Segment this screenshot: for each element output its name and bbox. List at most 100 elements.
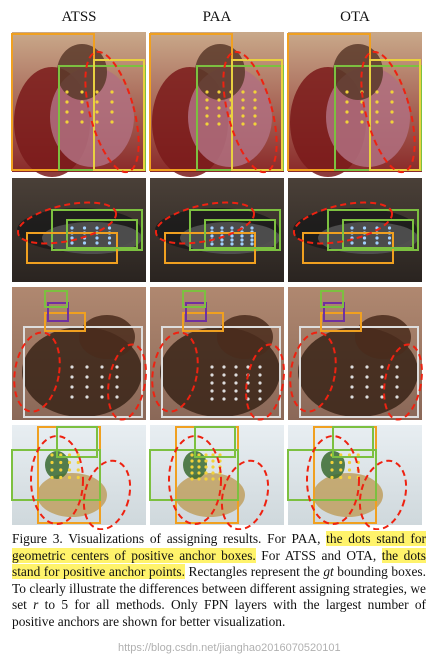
anchor-dot [70, 241, 74, 245]
anchor-dot [222, 397, 226, 401]
watermark: https://blog.csdn.net/jianghao2016070520… [118, 642, 341, 654]
anchor-dot [362, 241, 367, 245]
gt-box [320, 312, 362, 332]
anchor-dot [211, 459, 215, 463]
photo-object [313, 473, 383, 517]
anchor-dot [197, 465, 201, 469]
anchor-dot [210, 397, 214, 401]
anchor-dot [59, 468, 63, 472]
anchor-dot [258, 381, 262, 385]
highlight-ellipse [360, 50, 416, 174]
anchor-dot [76, 475, 80, 480]
anchor-dot [65, 110, 69, 114]
anchor-dot [330, 468, 334, 472]
anchor-dot [217, 122, 221, 126]
anchor-dot [339, 475, 343, 480]
anchor-dot [345, 110, 349, 114]
anchor-dot [375, 120, 379, 124]
anchor-dot [110, 100, 114, 104]
anchor-dot [100, 385, 104, 389]
anchor-dot [110, 120, 114, 124]
anchor-dot [387, 236, 392, 240]
anchor-dot [197, 453, 201, 457]
anchor-dot [347, 468, 352, 472]
anchor-dot [395, 375, 399, 379]
anchor-dot [67, 468, 72, 472]
gt-box [194, 426, 236, 458]
anchor-dot [210, 365, 214, 369]
highlight-ellipse [107, 343, 147, 421]
highlight-ellipse [306, 435, 360, 525]
anchor-dot [360, 120, 364, 124]
photo-panel [150, 178, 284, 282]
column-header: PAA [203, 9, 232, 25]
anchor-dot [217, 114, 221, 118]
anchor-dot [65, 100, 69, 104]
anchor-dot [115, 385, 119, 389]
anchor-dot [253, 90, 257, 94]
gt-box [23, 326, 143, 418]
caption-text: Figure 3. Visualizations of assigning re… [12, 531, 327, 546]
anchor-dot [234, 373, 238, 377]
anchor-dot [395, 395, 399, 399]
anchor-dot [362, 226, 367, 230]
caption-text: Rectangles represent the [184, 564, 324, 580]
anchor-dot [210, 226, 214, 230]
anchor-dot [365, 395, 369, 399]
anchor-dot [258, 365, 262, 369]
anchor-dot [380, 385, 384, 389]
anchor-dot [217, 106, 221, 110]
anchor-dot [107, 241, 112, 245]
caption-text: For ATSS and OTA, [255, 547, 382, 563]
anchor-dot [210, 389, 214, 393]
anchor-dot [204, 465, 208, 469]
column-header: OTA [340, 9, 370, 25]
anchor-dot [80, 100, 84, 104]
anchor-dot [347, 460, 352, 465]
anchor-dot [234, 381, 238, 385]
anchor-dot [115, 365, 119, 369]
anchor-dot [380, 365, 384, 369]
gt-box [327, 209, 419, 251]
anchor-dot [241, 122, 245, 126]
anchor-dot [95, 100, 99, 104]
caption-text: r [33, 597, 39, 613]
anchor-dot [190, 465, 194, 469]
anchor-dot [82, 241, 87, 245]
photo-object [79, 315, 135, 359]
anchor-dot [220, 226, 224, 230]
anchor-dot [95, 110, 99, 114]
photo-panel [287, 32, 422, 177]
anchor-dot [350, 241, 354, 245]
anchor-dot [330, 460, 334, 465]
photo-object [175, 473, 245, 517]
anchor-dot [76, 453, 80, 457]
anchor-dot [240, 234, 244, 238]
anchor-dot [390, 110, 394, 114]
highlight-ellipse [358, 459, 408, 530]
anchor-dot [330, 475, 334, 480]
anchor-dot [350, 226, 354, 230]
anchor-dot [211, 465, 215, 469]
anchor-dot [250, 234, 254, 238]
anchor-dot [365, 375, 369, 379]
anchor-dot [258, 397, 262, 401]
photo-panel [11, 32, 146, 177]
anchor-dot [197, 477, 201, 481]
anchor-dot [258, 389, 262, 393]
anchor-dot [240, 238, 244, 242]
anchor-dot [380, 395, 384, 399]
anchor-dot [360, 110, 364, 114]
column-header: ATSS [61, 9, 96, 25]
anchor-dot [70, 395, 74, 399]
anchor-dot [250, 238, 254, 242]
photo-panel [150, 287, 285, 421]
anchor-dot [190, 453, 194, 457]
anchor-dot [258, 373, 262, 377]
anchor-dot [222, 381, 226, 385]
anchor-dot [253, 98, 257, 102]
anchor-dot [350, 365, 354, 369]
anchor-dot [205, 106, 209, 110]
anchor-dot [241, 98, 245, 102]
anchor-dot [211, 471, 215, 475]
